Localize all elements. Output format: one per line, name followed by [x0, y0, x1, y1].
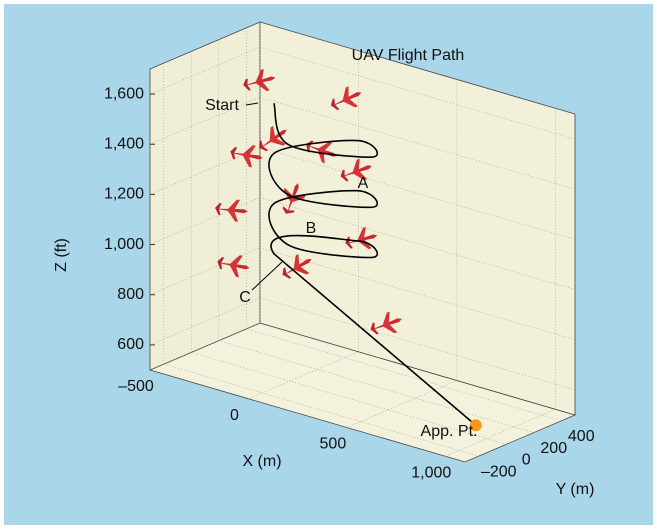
y-tick-label: 0: [522, 452, 531, 469]
z-tick-label: 1,400: [104, 135, 144, 152]
x-tick-label: 500: [320, 436, 347, 453]
x-tick-label: –500: [118, 378, 154, 395]
annotation: C: [239, 289, 251, 306]
chart: UAV Flight Path Z (ft) X (m) Y (m) Start…: [0, 0, 657, 529]
z-tick-label: 1,000: [104, 236, 144, 253]
y-axis-label: Y (m): [556, 481, 595, 498]
x-tick-label: 1,000: [411, 464, 451, 481]
annotation: A: [358, 175, 369, 192]
left-wall: [150, 22, 260, 370]
x-axis-label: X (m): [242, 453, 281, 470]
y-tick-label: 400: [568, 428, 595, 445]
z-axis-label: Z (ft): [53, 238, 70, 272]
y-tick-label: –200: [481, 463, 517, 480]
annotation: B: [306, 220, 317, 237]
z-tick-label: 600: [117, 336, 144, 353]
z-tick-label: 800: [117, 286, 144, 303]
annotation: Start: [205, 97, 239, 114]
chart-title: UAV Flight Path: [352, 47, 465, 64]
y-tick-label: 200: [540, 440, 567, 457]
x-tick-label: 0: [230, 407, 239, 424]
annotation: App. Pt.: [421, 423, 478, 440]
z-tick-label: 1,600: [104, 85, 144, 102]
z-tick-label: 1,200: [104, 186, 144, 203]
